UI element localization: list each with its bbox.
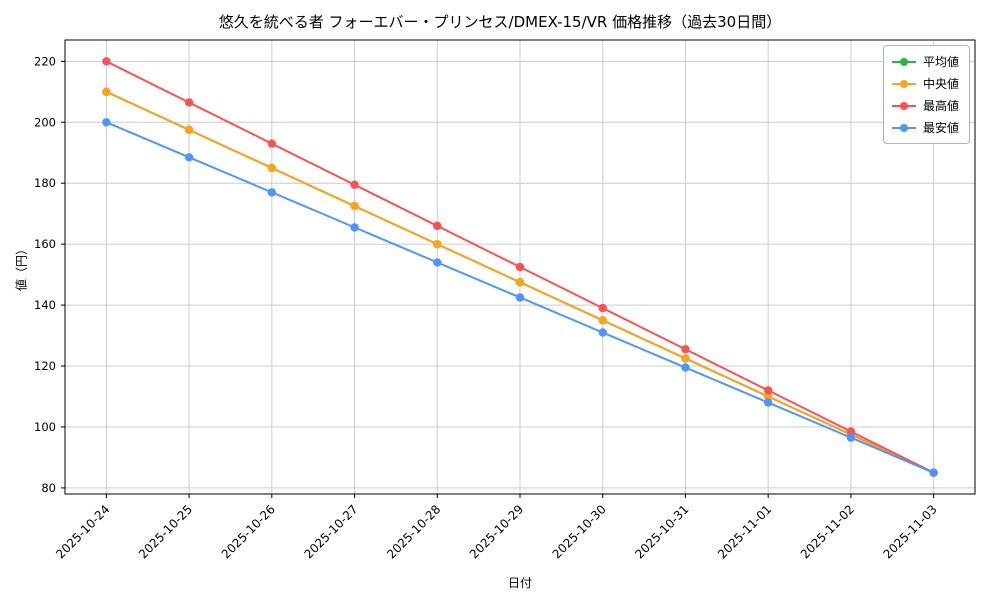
- x-axis-label: 日付: [507, 576, 533, 590]
- y-tick-label: 140: [34, 298, 56, 312]
- x-tick-label: 2025-10-24: [53, 502, 112, 561]
- chart-title: 悠久を統べる者 フォーエバー・プリンセス/DMEX-15/VR 価格推移（過去3…: [218, 13, 782, 31]
- x-tick-label: 2025-10-26: [219, 502, 278, 561]
- legend-item-label: 平均値: [922, 55, 959, 69]
- data-point: [350, 201, 359, 211]
- legend-item-label: 最安値: [922, 121, 959, 135]
- y-tick-label: 80: [41, 481, 56, 495]
- y-tick-label: 120: [34, 359, 56, 373]
- legend-marker-dot: [899, 101, 908, 110]
- data-point: [515, 278, 525, 287]
- data-point: [350, 180, 359, 189]
- x-tick-label: 2025-10-29: [467, 502, 526, 561]
- data-point: [763, 386, 773, 395]
- data-point: [267, 163, 277, 173]
- data-point: [184, 153, 194, 162]
- data-point: [598, 316, 607, 325]
- x-tick-label: 2025-11-02: [798, 502, 857, 561]
- data-point: [598, 328, 607, 337]
- legend-marker-icon: [891, 101, 916, 111]
- legend-item: 中央値: [891, 75, 959, 92]
- data-point: [184, 125, 194, 135]
- x-tick-label: 2025-11-03: [881, 502, 940, 561]
- legend-item: 最安値: [891, 119, 959, 136]
- data-point: [102, 118, 111, 127]
- data-point: [681, 363, 690, 372]
- legend-item-label: 最高値: [922, 99, 959, 113]
- data-point: [763, 392, 773, 401]
- y-tick-label: 100: [34, 420, 56, 434]
- legend-marker-icon: [891, 123, 916, 133]
- x-tick-label: 2025-10-31: [632, 502, 691, 561]
- data-point: [929, 468, 938, 477]
- chart-legend: 平均値中央値最高値最安値: [882, 45, 970, 144]
- legend-marker-dot: [899, 57, 908, 66]
- data-point: [267, 139, 277, 148]
- y-tick-label: 160: [34, 237, 56, 251]
- data-point: [515, 293, 525, 302]
- data-point: [184, 98, 194, 107]
- x-tick-label: 2025-11-01: [715, 502, 774, 561]
- data-point: [846, 433, 856, 442]
- legend-marker-dot: [899, 123, 908, 132]
- x-tick-label: 2025-10-30: [550, 502, 609, 561]
- legend-item: 平均値: [891, 53, 959, 70]
- y-tick-label: 220: [34, 54, 56, 68]
- data-point: [102, 87, 111, 96]
- data-point: [433, 239, 442, 249]
- data-point: [598, 303, 607, 313]
- x-tick-label: 2025-10-25: [136, 502, 195, 561]
- legend-marker-icon: [891, 79, 916, 89]
- data-point: [515, 262, 525, 272]
- legend-marker-icon: [891, 57, 916, 67]
- data-point: [681, 354, 690, 363]
- legend-item: 最高値: [891, 97, 959, 114]
- x-tick-label: 2025-10-28: [384, 502, 443, 561]
- legend-item-label: 中央値: [922, 77, 959, 91]
- data-point: [433, 258, 442, 267]
- data-point: [350, 223, 359, 232]
- data-point: [846, 427, 856, 436]
- legend-marker-dot: [899, 79, 908, 88]
- x-tick-label: 2025-10-27: [301, 502, 360, 561]
- data-point: [681, 345, 690, 354]
- data-point: [433, 221, 442, 231]
- y-tick-label: 200: [34, 115, 56, 129]
- data-point: [267, 188, 277, 197]
- y-axis-label: 値（円）: [14, 242, 29, 292]
- data-point: [102, 57, 111, 66]
- data-point: [763, 398, 773, 407]
- y-tick-label: 180: [34, 176, 56, 190]
